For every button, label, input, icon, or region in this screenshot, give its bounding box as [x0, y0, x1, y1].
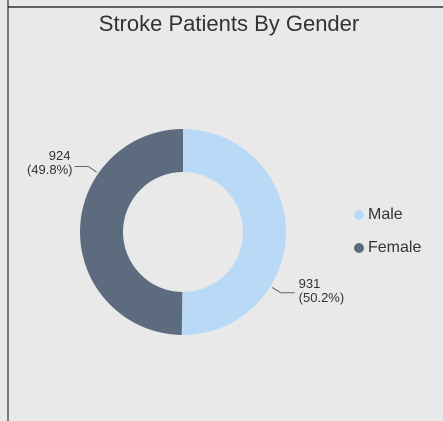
legend-label: Male	[368, 206, 403, 223]
legend-marker	[354, 243, 364, 253]
data-label: 931	[299, 276, 321, 291]
legend-marker	[354, 210, 364, 220]
legend-label: Female	[368, 239, 421, 256]
donut-slice	[80, 129, 183, 335]
leader-line	[74, 166, 97, 173]
leader-line	[271, 286, 295, 294]
donut-slice	[181, 129, 287, 335]
percent-label: (49.8%)	[27, 162, 73, 177]
data-label: 924	[49, 148, 71, 163]
chart-title: Stroke Patients By Gender	[99, 11, 359, 36]
percent-label: (50.2%)	[299, 290, 345, 305]
